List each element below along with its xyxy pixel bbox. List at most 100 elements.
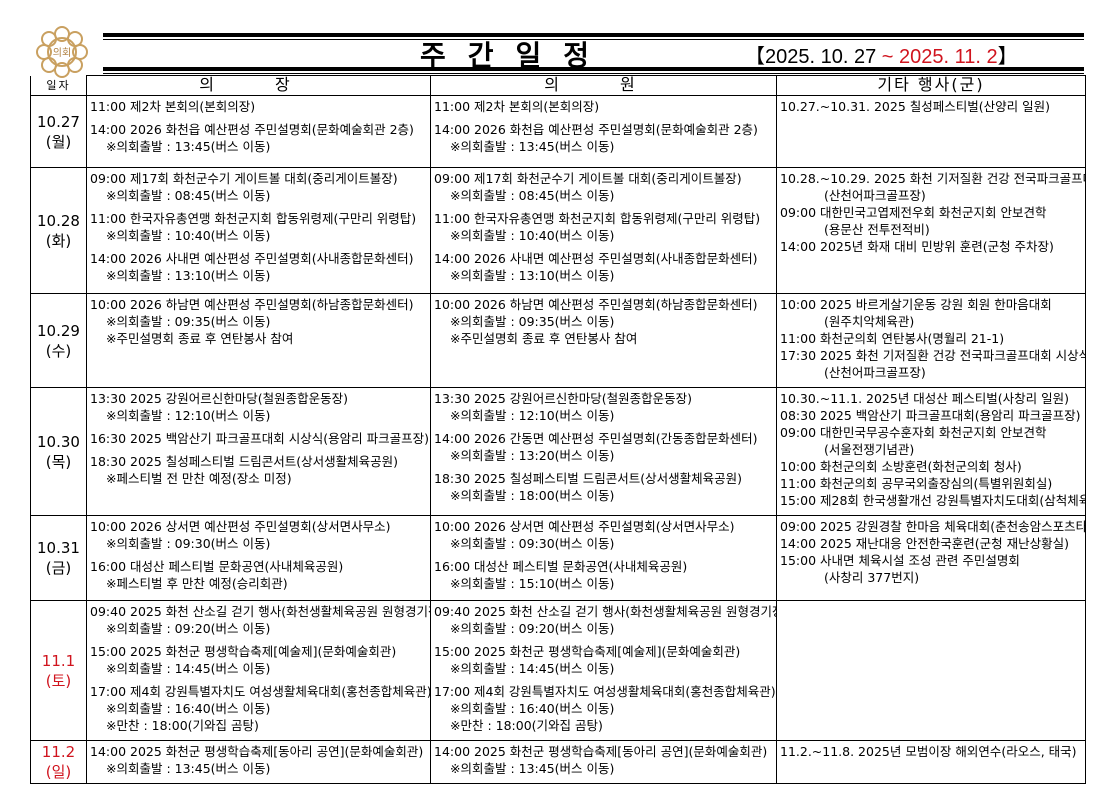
entry-note: ※만찬 : 18:00(기와집 곰탕)	[450, 718, 603, 733]
chair-cell: 10:00 2026 하남면 예산편성 주민설명회(하남종합문화센터) ※의회출발…	[86, 293, 431, 388]
range-close: 】	[997, 46, 1018, 68]
day-row: 10.27 (월) 11:00 제2차 본회의(본회의장) 14:00 2026 화천…	[30, 95, 1086, 168]
schedule-entry: 10:00 2026 상서면 예산편성 주민설명회(상서면사무소) ※의회출발 :…	[434, 518, 774, 552]
schedule-entry: 16:00 대성산 페스티벌 문화공연(사내체육공원) ※의회출발 : 15:10…	[434, 558, 774, 592]
entry-note: (산천어파크골프장)	[824, 365, 926, 380]
entry-note: ※의회출발 : 13:20(버스 이동)	[450, 448, 615, 463]
col-chair: 의 장	[86, 75, 431, 96]
schedule-entry: 14:00 2025 화천군 평생학습축제[동아리 공연](문화예술회관) ※의회…	[434, 743, 774, 777]
members-cell: 09:40 2025 화천 산소길 걷기 행사(화천생활체육공원 원형경기장) ※…	[430, 600, 777, 741]
members-cell: 10:00 2026 상서면 예산편성 주민설명회(상서면사무소) ※의회출발 :…	[430, 515, 777, 601]
entry-title: 13:30 2025 강원어르신한마당(철원종합운동장)	[90, 391, 349, 406]
council-seal-logo: 의회	[36, 26, 88, 78]
entry-title: 14:00 2026 화천읍 예산편성 주민설명회(문화예술회관 2층)	[90, 122, 414, 137]
entry-title: 10.27.~10.31. 2025 칠성페스티벌(산양리 일원)	[780, 99, 1050, 114]
other-cell: 10.27.~10.31. 2025 칠성페스티벌(산양리 일원)	[776, 95, 1086, 168]
entry-note: ※의회출발 : 16:40(버스 이동)	[106, 701, 271, 716]
schedule-entry: 18:30 2025 칠성페스티벌 드림콘서트(상서생활체육공원) ※페스티벌 전…	[90, 453, 428, 487]
other-cell: 10.30.~11.1. 2025년 대성산 페스티벌(사창리 일원) 08:30…	[776, 387, 1086, 516]
range-end: ~ 2025. 11. 2	[881, 46, 998, 68]
schedule-entry: 14:00 2025 재난대응 안전한국훈련(군청 재난상황실)	[780, 535, 1083, 552]
schedule-entry: 10:00 2026 상서면 예산편성 주민설명회(상서면사무소) ※의회출발 :…	[90, 518, 428, 552]
schedule-entry: 10:00 2026 하남면 예산편성 주민설명회(하남종합문화센터) ※의회출발…	[90, 296, 428, 347]
entry-title: 11.2.~11.8. 2025년 모범이장 해외연수(라오스, 태국)	[780, 744, 1077, 759]
schedule-entry: 14:00 2025년 화재 대비 민방위 훈련(군청 주차장)	[780, 238, 1083, 255]
other-cell	[776, 600, 1086, 741]
other-cell: 10.28.~10.29. 2025 화천 기저질환 건강 전국파크골프대회 (산…	[776, 167, 1086, 294]
date-cell: 10.27 (월)	[30, 95, 87, 168]
entry-title: 08:30 2025 백암산기 파크골프대회(용암리 파크골프장)	[780, 408, 1081, 423]
schedule-entry: 14:00 2026 화천읍 예산편성 주민설명회(문화예술회관 2층) ※의회출…	[434, 121, 774, 155]
entry-title: 10:00 2026 상서면 예산편성 주민설명회(상서면사무소)	[90, 519, 391, 534]
schedule-entry: 16:30 2025 백암산기 파크골프대회 시상식(용암리 파크골프장)	[90, 430, 429, 447]
entry-note: ※페스티벌 후 만찬 예정(승리회관)	[106, 576, 288, 591]
entry-note: ※의회출발 : 18:00(버스 이동)	[450, 488, 615, 503]
entry-title: 10:00 2026 하남면 예산편성 주민설명회(하남종합문화센터)	[90, 297, 414, 312]
entry-note: ※의회출발 : 08:45(버스 이동)	[450, 188, 615, 203]
chair-cell: 09:40 2025 화천 산소길 걷기 행사(화천생활체육공원 원형경기장) ※…	[86, 600, 431, 741]
entry-title: 15:00 사내면 체육시설 조성 관련 주민설명회	[780, 553, 1020, 568]
schedule-entry: 13:30 2025 강원어르신한마당(철원종합운동장) ※의회출발 : 12:1…	[90, 390, 428, 424]
page-title: 주간일정	[420, 39, 612, 72]
schedule-entry: 17:30 2025 화천 기저질환 건강 전국파크골프대회 시상식 (산천어파크…	[780, 347, 1086, 381]
entry-title: 11:00 한국자유총연맹 화천군지회 합동위령제(구만리 위령탑)	[434, 211, 761, 226]
entry-title: 17:00 제4회 강원특별자치도 여성생활체육대회(홍천종합체육관)	[90, 684, 431, 699]
schedule-entry: 08:30 2025 백암산기 파크골프대회(용암리 파크골프장)	[780, 407, 1083, 424]
entry-note: ※만찬 : 18:00(기와집 곰탕)	[106, 718, 259, 733]
date-cell: 10.31 (금)	[30, 515, 87, 601]
chair-cell: 09:00 제17회 화천군수기 게이트볼 대회(중리게이트볼장) ※의회출발 :…	[86, 167, 431, 294]
entry-note: ※의회출발 : 12:10(버스 이동)	[106, 408, 271, 423]
schedule-entry: 14:00 2026 사내면 예산편성 주민설명회(사내종합문화센터) ※의회출발…	[434, 250, 774, 284]
members-cell: 11:00 제2차 본회의(본회의장) 14:00 2026 화천읍 예산편성 주…	[430, 95, 777, 168]
bottom-rule-thin	[103, 73, 1084, 74]
schedule-entry: 11:00 한국자유총연맹 화천군지회 합동위령제(구만리 위령탑) ※의회출발 …	[90, 210, 428, 244]
entry-title: 09:40 2025 화천 산소길 걷기 행사(화천생활체육공원 원형경기장)	[90, 604, 431, 619]
date-label: 10.29	[37, 321, 80, 340]
schedule-entry: 10:00 2025 바르게살기운동 강원 회원 한마음대회 (원주치악체육관)	[780, 296, 1083, 330]
date-label: 10.27	[37, 112, 80, 131]
entry-title: 10.30.~11.1. 2025년 대성산 페스티벌(사창리 일원)	[780, 391, 1069, 406]
entry-title: 09:00 제17회 화천군수기 게이트볼 대회(중리게이트볼장)	[434, 171, 742, 186]
schedule-entry: 09:00 제17회 화천군수기 게이트볼 대회(중리게이트볼장) ※의회출발 :…	[90, 170, 428, 204]
entry-note: ※주민설명회 종료 후 연탄봉사 참여	[106, 331, 294, 346]
schedule-entry: 10.27.~10.31. 2025 칠성페스티벌(산양리 일원)	[780, 98, 1083, 115]
entry-title: 17:30 2025 화천 기저질환 건강 전국파크골프대회 시상식	[780, 348, 1086, 363]
entry-note: ※의회출발 : 13:45(버스 이동)	[106, 139, 271, 154]
entry-note: (서울전쟁기념관)	[824, 442, 915, 457]
entry-note: ※의회출발 : 14:45(버스 이동)	[106, 661, 271, 676]
header-row: 일자 의 장 의 원 기타 행사(군)	[30, 75, 1086, 96]
schedule-entry: 10:00 화천군의회 소방훈련(화천군의회 청사)	[780, 458, 1083, 475]
other-cell: 10:00 2025 바르게살기운동 강원 회원 한마음대회 (원주치악체육관) 1…	[776, 293, 1086, 388]
entry-title: 10:00 2026 하남면 예산편성 주민설명회(하남종합문화센터)	[434, 297, 758, 312]
entry-title: 10:00 화천군의회 소방훈련(화천군의회 청사)	[780, 459, 1022, 474]
entry-title: 17:00 제4회 강원특별자치도 여성생활체육대회(홍천종합체육관)	[434, 684, 776, 699]
date-label: 10.31	[37, 539, 80, 557]
entry-note: ※의회출발 : 13:45(버스 이동)	[450, 761, 615, 776]
weekday-label: (일)	[45, 763, 72, 781]
entry-note: ※의회출발 : 13:10(버스 이동)	[106, 268, 271, 283]
schedule-entry: 15:00 제28회 한국생활개선 강원특별자치도대회(삼척체육관)	[780, 492, 1086, 509]
entry-note: (산천어파크골프장)	[824, 188, 926, 203]
members-cell: 10:00 2026 하남면 예산편성 주민설명회(하남종합문화센터) ※의회출발…	[430, 293, 777, 388]
schedule-entry: 11:00 화천군의회 연탄봉사(명월리 21-1)	[780, 330, 1083, 347]
date-label: 11.2	[41, 743, 76, 761]
members-cell: 14:00 2025 화천군 평생학습축제[동아리 공연](문화예술회관) ※의회…	[430, 740, 777, 784]
entry-note: ※의회출발 : 14:45(버스 이동)	[450, 661, 615, 676]
entry-title: 15:00 2025 화천군 평생학습축제[예술제](문화예술회관)	[434, 644, 741, 659]
schedule-entry: 15:00 사내면 체육시설 조성 관련 주민설명회 (사창리 377번지)	[780, 552, 1083, 586]
entry-title: 11:00 제2차 본회의(본회의장)	[434, 99, 600, 114]
entry-title: 11:00 한국자유총연맹 화천군지회 합동위령제(구만리 위령탑)	[90, 211, 417, 226]
entry-title: 13:30 2025 강원어르신한마당(철원종합운동장)	[434, 391, 693, 406]
entry-title: 16:00 대성산 페스티벌 문화공연(사내체육공원)	[434, 559, 688, 574]
schedule-entry: 14:00 2025 화천군 평생학습축제[동아리 공연](문화예술회관) ※의회…	[90, 743, 428, 777]
date-label: 11.1	[41, 651, 76, 670]
entry-note: ※의회출발 : 08:45(버스 이동)	[106, 188, 271, 203]
date-cell: 10.29 (수)	[30, 293, 87, 388]
schedule-entry: 13:30 2025 강원어르신한마당(철원종합운동장) ※의회출발 : 12:1…	[434, 390, 774, 424]
entry-title: 15:00 제28회 한국생활개선 강원특별자치도대회(삼척체육관)	[780, 493, 1086, 508]
top-rule	[103, 33, 1084, 37]
entry-title: 14:00 2026 사내면 예산편성 주민설명회(사내종합문화센터)	[434, 251, 758, 266]
entry-note: ※의회출발 : 09:35(버스 이동)	[450, 314, 615, 329]
entry-note: (원주치악체육관)	[824, 314, 915, 329]
schedule-entry: 15:00 2025 화천군 평생학습축제[예술제](문화예술회관) ※의회출발 …	[434, 643, 774, 677]
